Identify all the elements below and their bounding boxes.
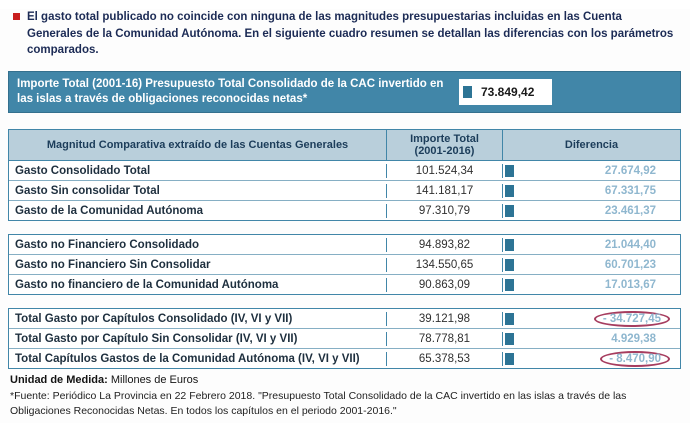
cell-marker bbox=[505, 312, 514, 325]
cell-marker bbox=[505, 204, 514, 217]
importe-cell: 90.863,09 bbox=[387, 277, 503, 292]
diferencia-value: 67.331,75 bbox=[604, 184, 656, 197]
importe-cell: 101.524,34 bbox=[387, 163, 503, 178]
diferencia-value: - 8.470,90 bbox=[609, 352, 661, 365]
summary-band-value: 73.849,42 bbox=[459, 79, 553, 106]
importe-cell: 141.181,17 bbox=[387, 183, 503, 198]
diferencia-cell: - 34.727,45 bbox=[503, 310, 680, 327]
diferencia-cell: 17.013,67 bbox=[503, 278, 680, 292]
table-block-consolidado: Gasto Consolidado Total 101.524,34 27.67… bbox=[8, 161, 681, 222]
importe-cell: 39.121,98 bbox=[387, 311, 503, 326]
header-importe: Importe Total (2001-2016) bbox=[387, 130, 503, 161]
cell-marker bbox=[463, 86, 472, 99]
cell-marker bbox=[505, 258, 514, 271]
row-label: Total Capítulos Gastos de la Comunidad A… bbox=[9, 351, 387, 366]
table-row: Gasto no financiero de la Comunidad Autó… bbox=[9, 274, 680, 294]
summary-band-label: Importe Total (2001-16) Presupuesto Tota… bbox=[17, 77, 444, 106]
diferencia-value: 21.044,40 bbox=[604, 238, 656, 251]
diferencia-value: 17.013,67 bbox=[604, 278, 656, 291]
cell-marker bbox=[505, 352, 514, 365]
bullet-icon bbox=[13, 13, 20, 20]
table-block-capitulos: Total Gasto por Capítulos Consolidado (I… bbox=[8, 308, 681, 370]
row-label: Gasto no Financiero Consolidado bbox=[9, 237, 387, 252]
document-page: El gasto total publicado no coincide con… bbox=[0, 9, 690, 423]
unit-label: Unidad de Medida: bbox=[10, 374, 108, 387]
highlight-ellipse: - 8.470,90 bbox=[600, 350, 670, 367]
importe-cell: 97.310,79 bbox=[387, 203, 503, 218]
table-header-row: Magnitud Comparativa extraído de las Cue… bbox=[8, 129, 681, 162]
unit-value: Millones de Euros bbox=[107, 374, 199, 387]
table-row: Gasto de la Comunidad Autónoma 97.310,79… bbox=[9, 200, 680, 220]
diferencia-value: 27.674,92 bbox=[604, 164, 656, 177]
header-diferencia: Diferencia bbox=[564, 139, 619, 152]
table-block-no-financiero: Gasto no Financiero Consolidado 94.893,8… bbox=[8, 234, 681, 296]
row-label: Gasto no Financiero Sin Consolidar bbox=[9, 257, 387, 272]
summary-band: Importe Total (2001-16) Presupuesto Tota… bbox=[8, 71, 681, 114]
cell-marker bbox=[505, 332, 514, 345]
importe-cell: 78.778,81 bbox=[387, 331, 503, 346]
row-label: Gasto de la Comunidad Autónoma bbox=[9, 203, 387, 218]
row-label: Total Gasto por Capítulos Consolidado (I… bbox=[9, 311, 387, 326]
diferencia-value: 60.701,23 bbox=[604, 258, 656, 271]
row-label: Gasto Sin consolidar Total bbox=[9, 183, 387, 198]
table-row: Total Gasto por Capítulo Sin Consolidar … bbox=[9, 328, 680, 348]
row-label: Gasto Consolidado Total bbox=[9, 163, 387, 178]
table-spacer bbox=[0, 295, 690, 308]
table-row: Total Capítulos Gastos de la Comunidad A… bbox=[9, 348, 680, 368]
importe-cell: 65.378,53 bbox=[387, 351, 503, 366]
table-row: Total Gasto por Capítulos Consolidado (I… bbox=[9, 309, 680, 328]
importe-cell: 134.550,65 bbox=[387, 257, 503, 272]
diferencia-cell: 23.461,37 bbox=[503, 204, 680, 218]
diferencia-value: 4.929,38 bbox=[611, 332, 656, 345]
diferencia-cell: - 8.470,90 bbox=[503, 350, 680, 367]
header-magnitud: Magnitud Comparativa extraído de las Cue… bbox=[9, 130, 387, 161]
diferencia-value: - 34.727,45 bbox=[602, 312, 661, 325]
cell-marker bbox=[505, 164, 514, 177]
importe-cell: 94.893,82 bbox=[387, 237, 503, 252]
diferencia-cell: 4.929,38 bbox=[503, 332, 680, 346]
row-label: Total Gasto por Capítulo Sin Consolidar … bbox=[9, 331, 387, 346]
table-row: Gasto Consolidado Total 101.524,34 27.67… bbox=[9, 161, 680, 180]
cell-marker bbox=[505, 184, 514, 197]
summary-band-value-text: 73.849,42 bbox=[481, 85, 535, 100]
top-note: El gasto total publicado no coincide con… bbox=[13, 9, 676, 59]
diferencia-cell: 67.331,75 bbox=[503, 184, 680, 198]
highlight-ellipse: - 34.727,45 bbox=[593, 310, 670, 327]
row-label: Gasto no financiero de la Comunidad Autó… bbox=[9, 277, 387, 292]
note-text: El gasto total publicado no coincide con… bbox=[27, 11, 674, 57]
table-row: Gasto no Financiero Sin Consolidar 134.5… bbox=[9, 254, 680, 274]
diferencia-cell: 27.674,92 bbox=[503, 164, 680, 178]
table-row: Gasto Sin consolidar Total 141.181,17 67… bbox=[9, 180, 680, 200]
cell-marker bbox=[505, 238, 514, 251]
diferencia-value: 23.461,37 bbox=[604, 204, 656, 217]
unit-of-measure: Unidad de Medida: Millones de Euros bbox=[10, 374, 678, 386]
table-row: Gasto no Financiero Consolidado 94.893,8… bbox=[9, 235, 680, 254]
diferencia-cell: 60.701,23 bbox=[503, 258, 680, 272]
diferencia-cell: 21.044,40 bbox=[503, 238, 680, 252]
cell-marker bbox=[505, 278, 514, 291]
table-spacer bbox=[0, 221, 690, 234]
